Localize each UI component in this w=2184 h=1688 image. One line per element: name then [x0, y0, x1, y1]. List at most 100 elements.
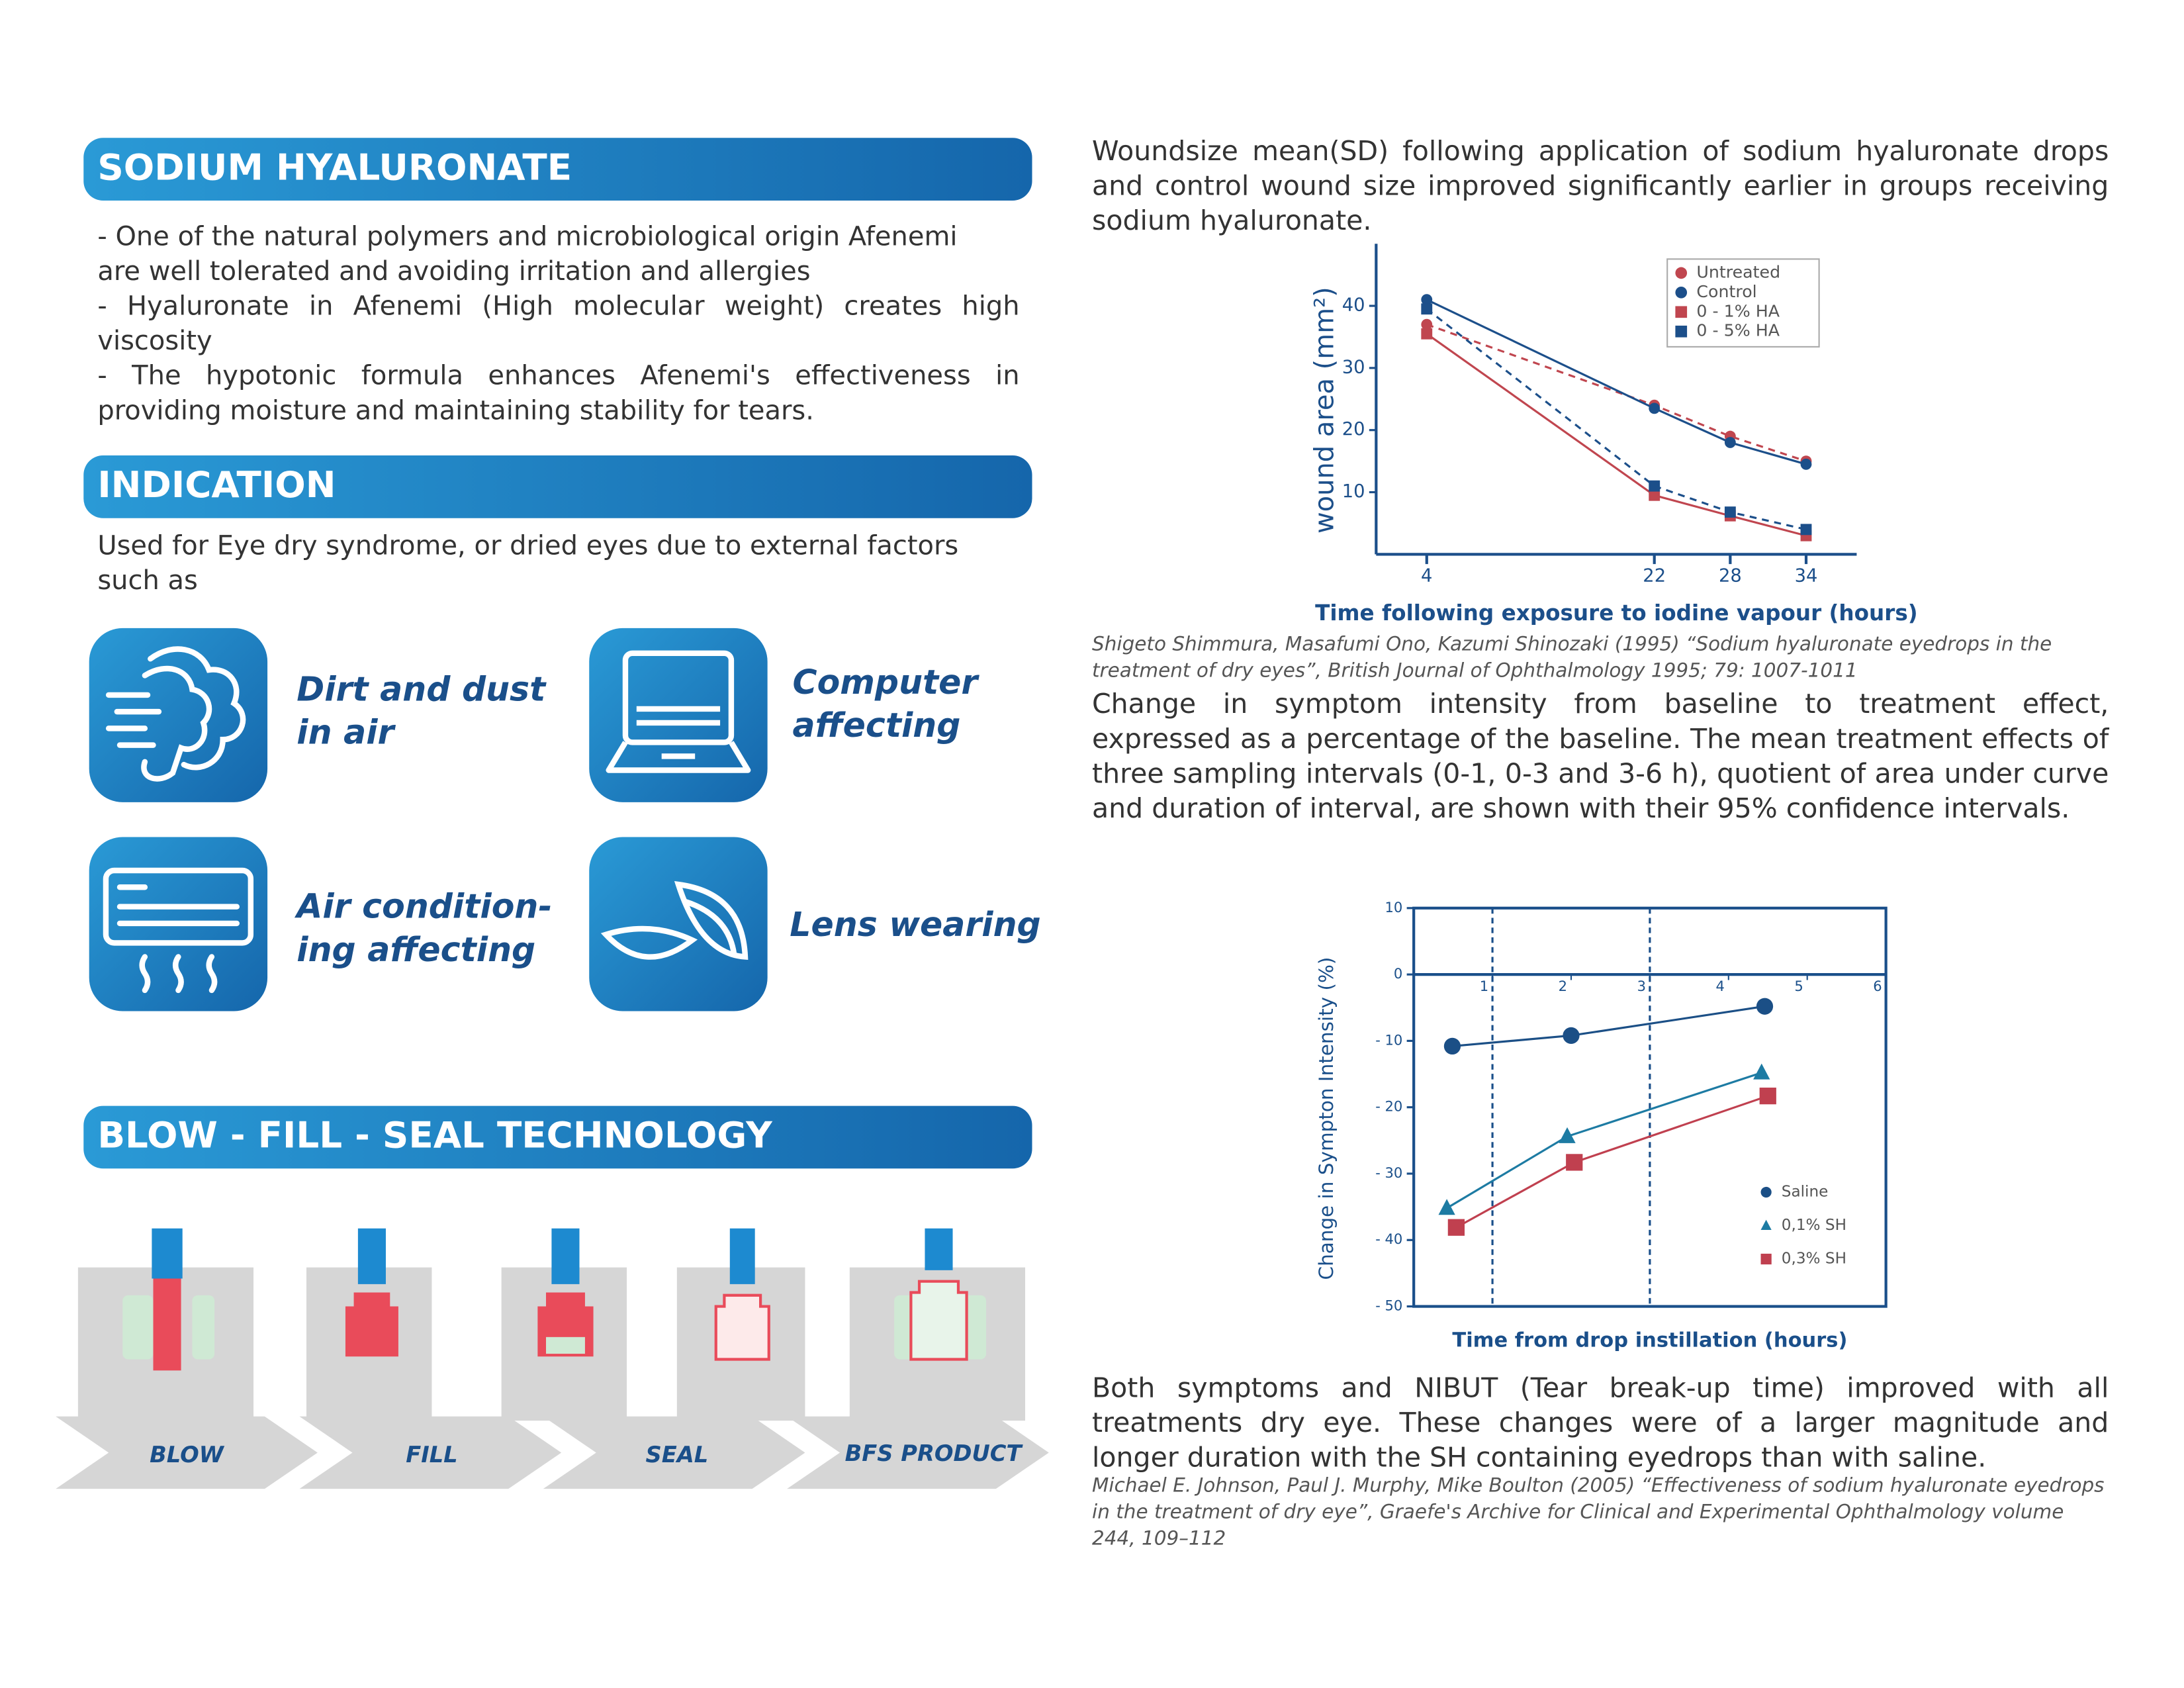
- legend-marker: [1760, 1253, 1772, 1265]
- icon-graphic: [606, 650, 751, 773]
- bullet-line: - Hyaluronate in Afenemi (High molecular…: [97, 291, 1020, 357]
- data-point: [1753, 1063, 1770, 1080]
- bfs-step: FILL: [406, 1441, 458, 1468]
- data-point: [1421, 328, 1433, 340]
- x-tick-label: 1: [1480, 978, 1488, 994]
- y-tick-label: 20: [1342, 419, 1365, 440]
- data-point: [1443, 1037, 1461, 1055]
- series-line: [1426, 323, 1807, 463]
- icon-computer: [589, 628, 768, 802]
- legend-label: 0 - 1% HA: [1696, 301, 1780, 320]
- y-tick-label: - 10: [1375, 1031, 1402, 1048]
- data-point: [1566, 1154, 1583, 1171]
- data-point: [1649, 480, 1661, 492]
- data-point: [1421, 318, 1433, 330]
- section-body: - One of the natural polymers and microb…: [97, 220, 1019, 429]
- data-point: [1438, 1199, 1455, 1215]
- indication-item: Computer affecting: [792, 663, 978, 745]
- y-tick-label: - 20: [1375, 1098, 1402, 1115]
- legend-label: Untreated: [1696, 262, 1780, 281]
- legend-label: 0 - 5% HA: [1696, 321, 1780, 340]
- data-point: [1447, 1219, 1465, 1236]
- series-line: [1446, 1072, 1762, 1209]
- study-paragraph: Change in symptom intensity from baselin…: [1092, 688, 2109, 825]
- data-point: [1649, 402, 1661, 414]
- x-tick-label: 2: [1559, 978, 1567, 994]
- legend-marker: [1760, 1186, 1772, 1198]
- x-tick-label: 4: [1715, 978, 1724, 994]
- study-paragraph: Both symptoms and NIBUT (Tear break-up t…: [1092, 1372, 2109, 1474]
- y-tick-label: - 30: [1375, 1164, 1402, 1181]
- icon-lens: [589, 837, 768, 1011]
- icon-graphic: [103, 867, 254, 994]
- data-point: [1724, 437, 1736, 448]
- bfs-illustration: [56, 1228, 1049, 1489]
- indication-item: Dirt and dust in air: [296, 670, 546, 753]
- y-axis-label: Change in Sympton Intensity (%): [1315, 957, 1338, 1280]
- icon-dust: [89, 628, 268, 802]
- indication-item: Air condition- ing affecting: [296, 887, 553, 970]
- data-point: [1800, 524, 1812, 536]
- icon-air-conditioner: [89, 837, 268, 1011]
- y-tick-label: 40: [1342, 295, 1365, 316]
- series-line: [1426, 299, 1807, 465]
- data-point: [1421, 303, 1433, 315]
- data-point: [1421, 294, 1433, 306]
- section-title: BLOW - FILL - SEAL TECHNOLOGY: [83, 1105, 1032, 1169]
- x-tick-label: 34: [1795, 566, 1818, 586]
- bullet-line: - The hypotonic formula enhances Afenemi…: [97, 360, 1020, 426]
- series-line: [1426, 308, 1807, 531]
- section-body: Used for Eye dry syndrome, or dried eyes…: [97, 530, 959, 596]
- series-line: [1455, 1095, 1768, 1229]
- x-tick-label: 3: [1637, 978, 1646, 994]
- study-intro: Woundsize mean(SD) following application…: [1092, 135, 2109, 237]
- series-line: [1452, 1005, 1765, 1047]
- y-tick-label: 10: [1385, 899, 1403, 915]
- data-point: [1649, 489, 1661, 501]
- bfs-step: BFS PRODUCT: [844, 1440, 1022, 1467]
- data-point: [1559, 1127, 1576, 1143]
- data-point: [1800, 458, 1812, 470]
- x-tick-label: 4: [1421, 566, 1432, 586]
- y-tick-label: 30: [1342, 357, 1365, 377]
- y-tick-label: - 40: [1375, 1231, 1402, 1247]
- legend-label: 0,1% SH: [1782, 1217, 1846, 1234]
- x-tick-label: 22: [1643, 566, 1666, 586]
- y-tick-label: - 50: [1375, 1297, 1402, 1314]
- legend-label: 0,3% SH: [1782, 1250, 1846, 1268]
- data-point: [1724, 506, 1736, 518]
- legend-label: Control: [1696, 282, 1756, 301]
- bfs-step: SEAL: [645, 1441, 709, 1468]
- citation: Shigeto Shimmura, Masafumi Ono, Kazumi S…: [1092, 633, 2052, 682]
- legend-box: [1666, 258, 1820, 348]
- legend-marker: [1675, 325, 1688, 338]
- y-tick-label: 0: [1394, 965, 1402, 982]
- citation: Michael E. Johnson, Paul J. Murphy, Mike…: [1092, 1475, 2105, 1550]
- series-line: [1426, 332, 1807, 537]
- legend-marker: [1675, 306, 1688, 318]
- indication-item: Lens wearing: [790, 905, 1041, 945]
- bfs-step: BLOW: [150, 1441, 224, 1468]
- x-axis-label: Time from drop instillation (hours): [1452, 1329, 1847, 1352]
- icon-graphic: [600, 881, 749, 960]
- x-tick-label: 28: [1719, 566, 1742, 586]
- y-tick-label: 10: [1342, 481, 1365, 502]
- legend-label: Saline: [1782, 1184, 1829, 1201]
- x-tick-label: 6: [1873, 978, 1882, 994]
- x-tick-label: 5: [1794, 978, 1803, 994]
- x-axis-label: Time following exposure to iodine vapour…: [1315, 600, 1918, 626]
- bullet-line: - One of the natural polymers and microb…: [97, 221, 958, 287]
- legend-marker: [1675, 287, 1688, 299]
- section-title: INDICATION: [83, 455, 1032, 518]
- data-point: [1756, 998, 1774, 1015]
- legend-marker: [1675, 267, 1688, 279]
- y-axis-label: wound area (mm²): [1310, 287, 1340, 534]
- data-point: [1759, 1088, 1776, 1105]
- section-title: SODIUM HYALURONATE: [83, 138, 1032, 201]
- data-point: [1563, 1027, 1580, 1044]
- icon-graphic: [105, 646, 246, 782]
- legend-marker: [1760, 1219, 1772, 1231]
